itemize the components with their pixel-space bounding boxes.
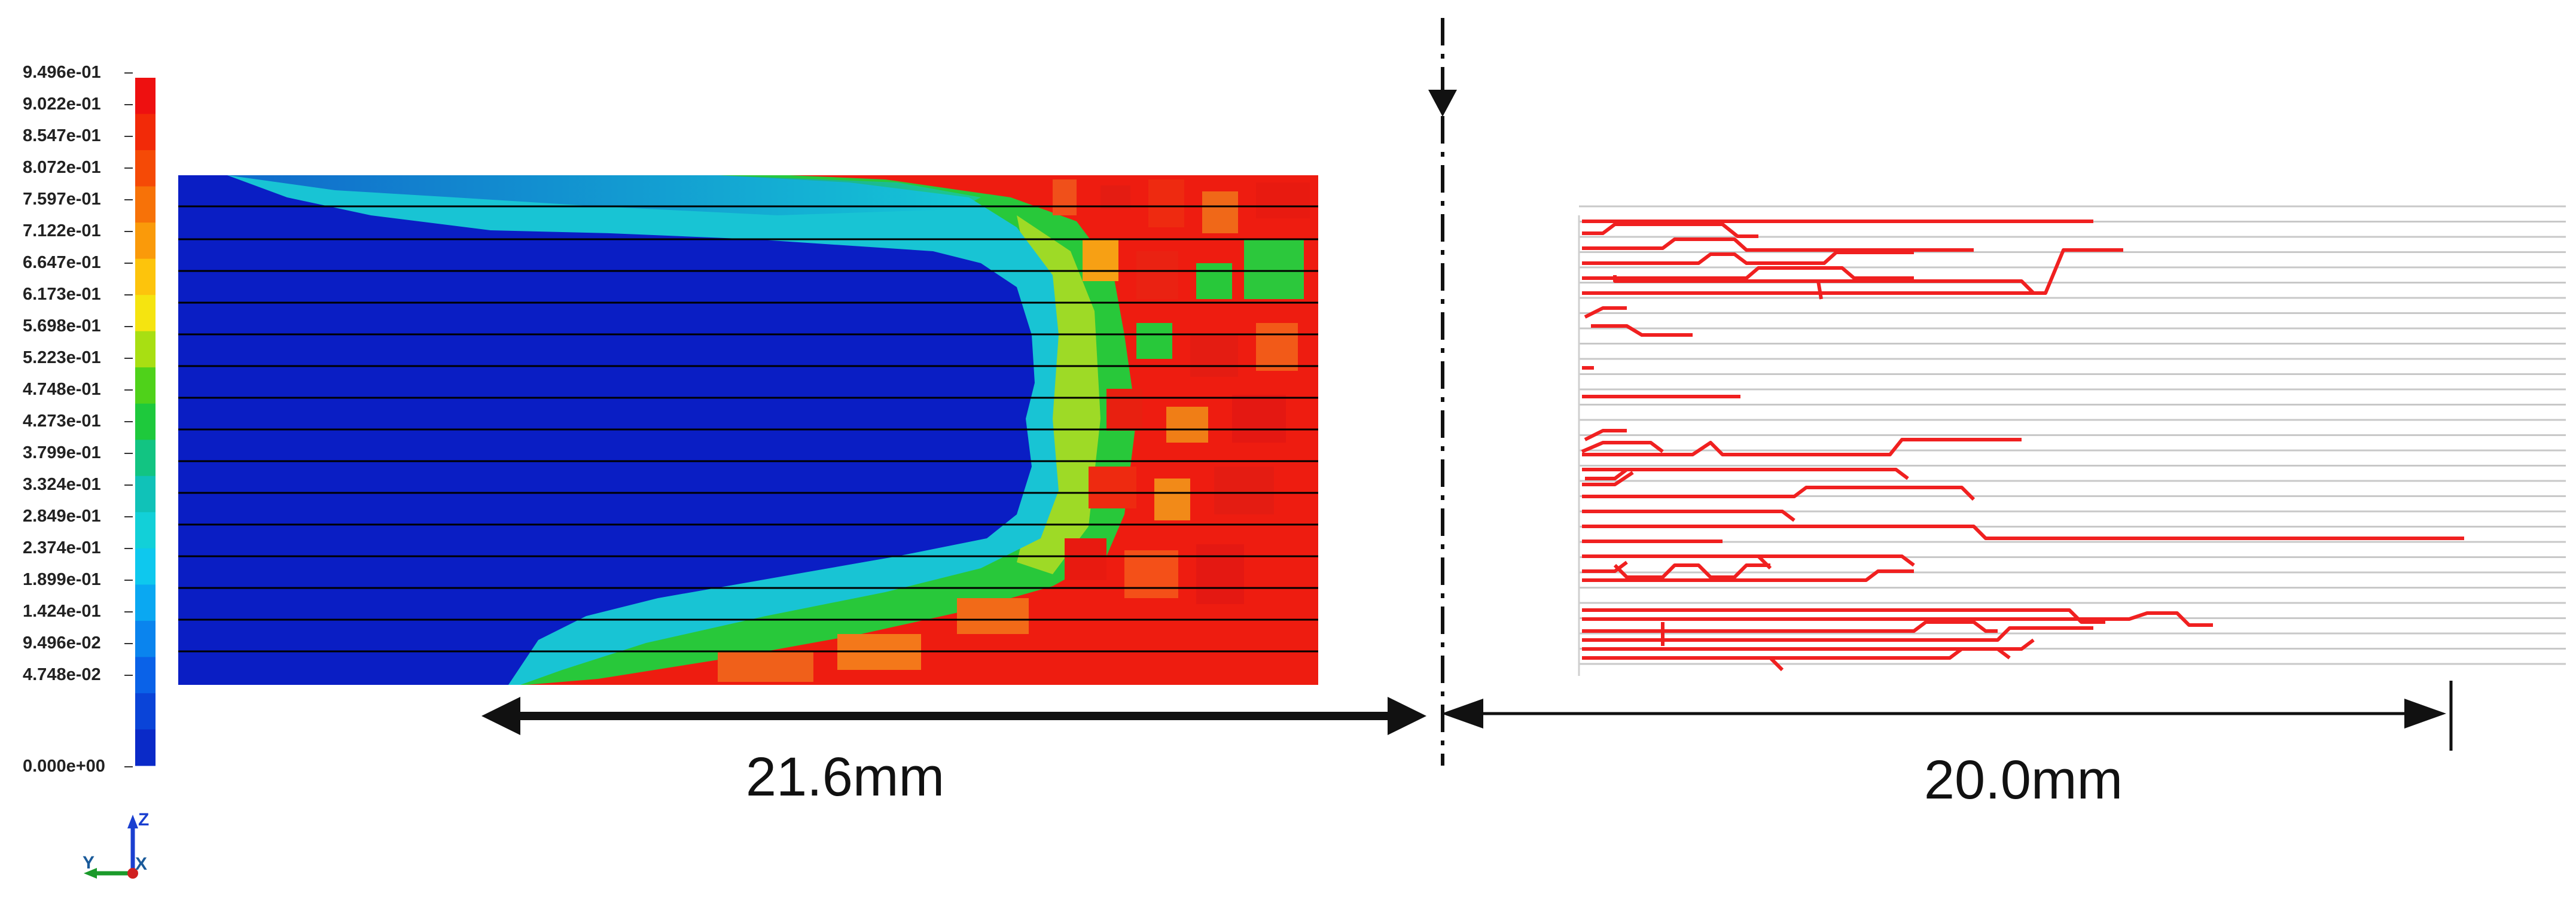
y-axis-arrow-icon <box>84 868 97 879</box>
color-legend: 9.496e-01 9.022e-01 8.547e-01 8.072e-01 … <box>23 63 156 776</box>
legend-label: 6.173e-01 <box>23 285 101 304</box>
dimension-21-6: 21.6mm <box>481 697 1426 807</box>
dimension-label-20-0: 20.0mm <box>1924 749 2123 810</box>
symmetry-line <box>1428 18 1457 766</box>
x-axis-label: X <box>135 854 147 874</box>
legend-label: 3.799e-01 <box>23 443 101 462</box>
legend-color-swatch <box>135 150 156 187</box>
y-axis-label: Y <box>83 853 94 873</box>
legend-color-swatch <box>135 693 156 730</box>
legend-color-swatch <box>135 548 156 585</box>
legend-color-bar <box>124 72 156 767</box>
field-lightblue-zone <box>227 175 981 215</box>
legend-label: 2.374e-01 <box>23 538 101 557</box>
legend-color-swatch <box>135 729 156 766</box>
fiber-lines <box>1579 205 2566 665</box>
dimension-20-0: 20.0mm <box>1441 681 2453 810</box>
arrow-left-icon <box>481 697 520 735</box>
legend-labels: 9.496e-01 9.022e-01 8.547e-01 8.072e-01 … <box>23 63 105 776</box>
crack-paths <box>1581 220 2464 672</box>
legend-color-swatch <box>135 657 156 694</box>
contour-field <box>178 175 1318 685</box>
legend-label: 9.496e-02 <box>23 633 101 653</box>
legend-color-swatch <box>135 403 156 440</box>
dimension-label-21-6: 21.6mm <box>746 746 944 807</box>
arrow-right-icon <box>1388 697 1426 735</box>
legend-label: 9.022e-01 <box>23 95 101 114</box>
z-axis-arrow-icon <box>127 815 138 828</box>
legend-label: 7.597e-01 <box>23 190 101 209</box>
legend-color-swatch <box>135 114 156 151</box>
axis-triad: Z Y X <box>83 810 149 879</box>
legend-label: 5.698e-01 <box>23 316 101 336</box>
legend-color-swatch <box>135 295 156 332</box>
legend-color-swatch <box>135 258 156 295</box>
arrow-right-icon <box>2404 699 2446 729</box>
legend-label: 4.273e-01 <box>23 412 101 431</box>
legend-label: 1.424e-01 <box>23 602 101 621</box>
legend-color-swatch <box>135 440 156 477</box>
arrow-left-icon <box>1441 699 1483 729</box>
legend-label: 4.748e-01 <box>23 380 101 399</box>
legend-label: 8.547e-01 <box>23 126 101 145</box>
load-arrow-icon <box>1428 90 1457 117</box>
legend-color-swatch <box>135 331 156 368</box>
legend-label: 7.122e-01 <box>23 221 101 240</box>
legend-label: 1.899e-01 <box>23 570 101 589</box>
legend-label: 3.324e-01 <box>23 475 101 494</box>
legend-color-swatch <box>135 584 156 621</box>
legend-color-swatch <box>135 223 156 260</box>
legend-color-swatch <box>135 186 156 223</box>
legend-label: 6.647e-01 <box>23 253 101 272</box>
legend-color-swatch <box>135 476 156 513</box>
legend-label: 5.223e-01 <box>23 348 101 367</box>
legend-color-swatch <box>135 367 156 404</box>
legend-label: 9.496e-01 <box>23 63 101 82</box>
legend-label: 4.748e-02 <box>23 665 101 684</box>
crack-map <box>1578 205 2566 676</box>
legend-color-swatch <box>135 620 156 657</box>
z-axis-label: Z <box>138 810 149 830</box>
legend-label: 0.000e+00 <box>23 757 105 776</box>
legend-label: 8.072e-01 <box>23 158 101 177</box>
legend-color-swatch <box>135 512 156 549</box>
legend-color-swatch <box>135 78 156 115</box>
legend-label: 2.849e-01 <box>23 507 101 526</box>
x-axis-dot-icon <box>127 868 138 879</box>
ply-lines <box>178 205 1318 653</box>
